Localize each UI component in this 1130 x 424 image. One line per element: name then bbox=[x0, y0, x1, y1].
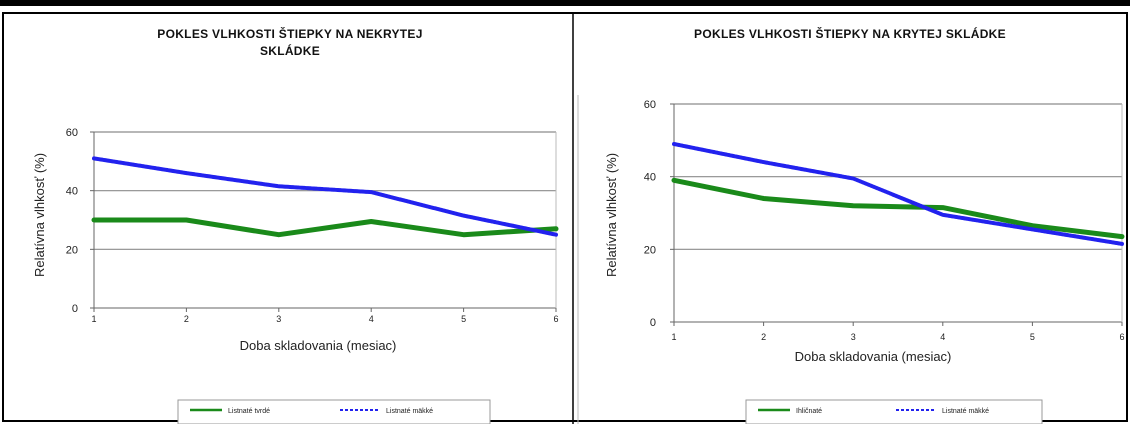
y-tick-label: 60 bbox=[66, 127, 78, 139]
legend-box bbox=[177, 399, 491, 424]
y-tick-label: 40 bbox=[644, 172, 656, 184]
x-tick-label: 4 bbox=[369, 314, 374, 324]
chart-right-legend: Ihličnaté Listnaté mäkké bbox=[745, 399, 1043, 424]
chart-left-title-line-1: POKLES VLHKOSTI ŠTIEPKY NA NEKRYTEJ bbox=[157, 26, 422, 41]
y-tick-label: 0 bbox=[72, 303, 78, 315]
chart-right: POKLES VLHKOSTI ŠTIEPKY NA KRYTEJ SKLÁDK… bbox=[604, 26, 1125, 424]
chart-left-plot-area: 0 20 40 60 1 2 3 4 5 6 bbox=[66, 127, 559, 324]
x-tick-label: 3 bbox=[851, 332, 856, 342]
chart-left-y-axis-label: Relatívna vlhkosť (%) bbox=[32, 153, 47, 277]
chart-right-y-axis-label: Relatívna vlhkosť (%) bbox=[604, 153, 619, 277]
legend-label-ihlicnate: Ihličnaté bbox=[796, 408, 822, 415]
chart-right-x-axis-label: Doba skladovania (mesiac) bbox=[795, 349, 952, 364]
x-tick-label: 6 bbox=[553, 314, 558, 324]
x-tick-label: 2 bbox=[184, 314, 189, 324]
x-tick-label: 2 bbox=[761, 332, 766, 342]
top-strip bbox=[0, 0, 1130, 12]
y-tick-label: 20 bbox=[66, 244, 78, 256]
x-tick-label: 6 bbox=[1119, 332, 1124, 342]
x-tick-label: 3 bbox=[276, 314, 281, 324]
legend-label-listnate-makke: Listnaté mäkké bbox=[942, 408, 989, 415]
y-tick-label: 0 bbox=[650, 317, 656, 329]
chart-left: POKLES VLHKOSTI ŠTIEPKY NA NEKRYTEJ SKLÁ… bbox=[32, 26, 559, 424]
chart-right-title: POKLES VLHKOSTI ŠTIEPKY NA KRYTEJ SKLÁDK… bbox=[694, 26, 1006, 41]
chart-left-x-axis-label: Doba skladovania (mesiac) bbox=[240, 338, 397, 353]
series-line-solid bbox=[91, 217, 559, 238]
y-tick-label: 40 bbox=[66, 186, 78, 198]
x-tick-label: 5 bbox=[461, 314, 466, 324]
legend-box bbox=[745, 399, 1043, 424]
chart-right-plot-area: 0 20 40 60 1 2 3 4 5 6 bbox=[644, 99, 1125, 342]
top-strip-gap bbox=[0, 6, 1130, 12]
x-tick-label: 1 bbox=[671, 332, 676, 342]
figure-frame bbox=[2, 12, 1128, 422]
y-tick-label: 20 bbox=[644, 244, 656, 256]
series-line-dashed bbox=[92, 156, 558, 237]
legend-label-listnate-makke: Listnaté mäkké bbox=[386, 408, 433, 415]
plot-background bbox=[674, 104, 1122, 322]
series-line-solid bbox=[671, 177, 1125, 240]
top-strip-bar bbox=[0, 0, 1130, 6]
x-tick-label: 4 bbox=[940, 332, 945, 342]
chart-left-legend: Listnaté tvrdé Listnaté mäkké bbox=[177, 399, 491, 424]
y-tick-label: 60 bbox=[644, 99, 656, 111]
x-tick-label: 5 bbox=[1030, 332, 1035, 342]
legend-label-listnate-tvrde: Listnaté tvrdé bbox=[228, 408, 270, 415]
chart-left-title-line-2: SKLÁDKE bbox=[260, 43, 320, 58]
series-line-dashed bbox=[672, 142, 1124, 246]
x-tick-label: 1 bbox=[91, 314, 96, 324]
